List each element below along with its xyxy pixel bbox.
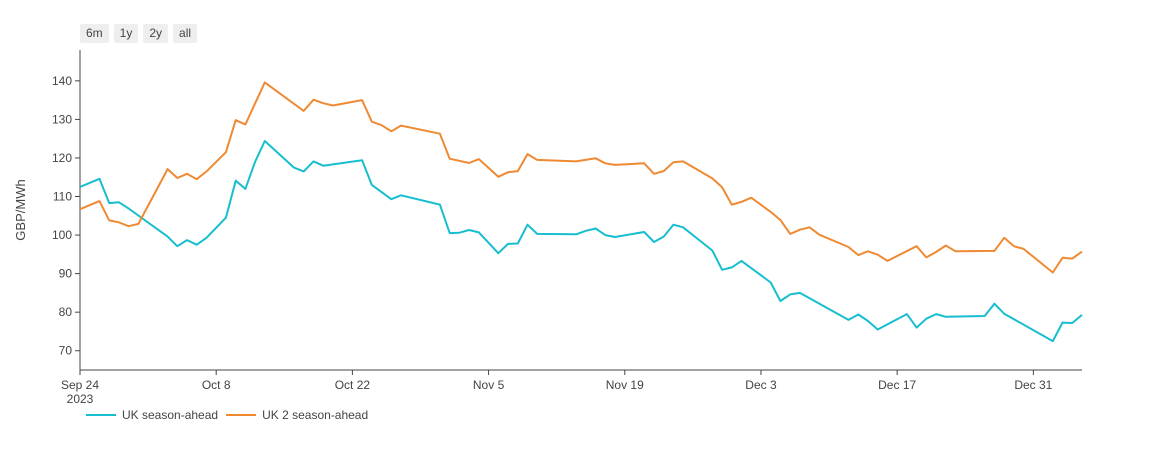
series-line-1: [79, 140, 1083, 343]
y-tick-label: 120: [52, 151, 72, 165]
x-tick-label: Nov 19: [606, 378, 644, 392]
x-tick-label: Dec 3: [745, 378, 777, 392]
x-tick-label: Sep 24: [61, 378, 99, 392]
y-axis-title: GBP/MWh: [13, 179, 28, 240]
legend-item-series-1[interactable]: UK season-ahead: [86, 408, 218, 422]
y-tick-label: 110: [53, 190, 72, 204]
x-tick-label: Nov 5: [473, 378, 505, 392]
x-tick-label: Dec 17: [878, 378, 916, 392]
y-tick-label: 130: [52, 112, 72, 126]
range-1y-button[interactable]: 1y: [113, 24, 139, 43]
y-tick-label: 100: [52, 228, 72, 242]
x-tick-year-label: 2023: [67, 392, 94, 406]
y-tick-label: 90: [59, 267, 73, 281]
legend-label-series-1: UK season-ahead: [122, 408, 219, 422]
legend-label-series-2: UK 2 season-ahead: [262, 408, 369, 422]
range-all-button[interactable]: all: [173, 24, 198, 43]
range-2y-button[interactable]: 2y: [143, 24, 169, 43]
y-tick-label: 140: [52, 74, 72, 88]
y-tick-label: 80: [59, 305, 73, 319]
legend-swatch-series-2: [226, 414, 257, 416]
series-line-2: [79, 81, 1083, 274]
x-tick-label: Dec 31: [1014, 378, 1052, 392]
legend-swatch-series-1: [86, 414, 116, 416]
x-tick-label: Oct 8: [202, 378, 231, 392]
x-tick-label: Oct 22: [335, 378, 371, 392]
legend: UK season-ahead UK 2 season-ahead: [86, 408, 374, 422]
legend-item-series-2[interactable]: UK 2 season-ahead: [226, 408, 374, 422]
y-tick-label: 70: [59, 344, 73, 358]
x-axis-clip-band: [0, 407, 1163, 415]
range-6m-button[interactable]: 6m: [80, 24, 109, 43]
range-selector: 6m 1y 2y all: [80, 24, 198, 43]
